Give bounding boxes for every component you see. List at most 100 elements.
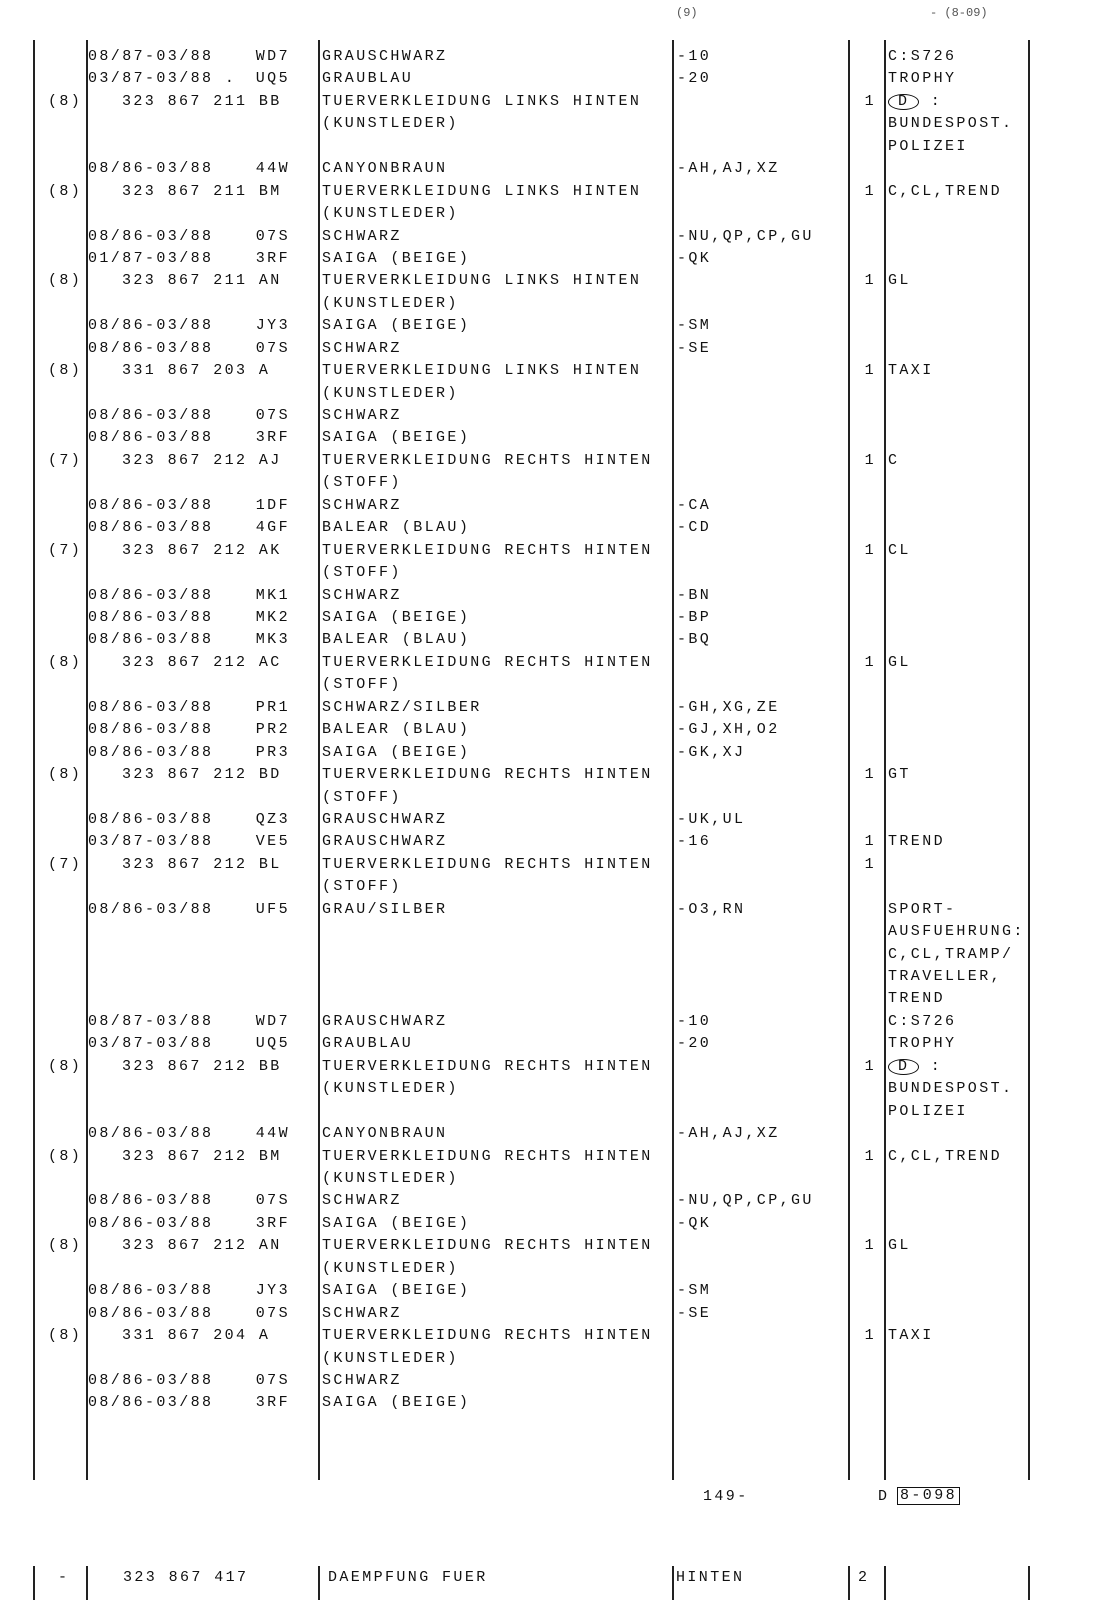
date-range: 03/87-03/88 . <box>88 70 237 88</box>
date-range: 08/86-03/88 <box>88 609 214 626</box>
color-code: 44W <box>255 1125 290 1143</box>
date-range: 08/86-03/88 <box>88 698 214 716</box>
description: (STOFF) <box>322 564 402 582</box>
model-note: C,CL,TREND <box>888 1147 1003 1165</box>
date-range: 08/86-03/88 <box>88 1214 214 1232</box>
remark: -AH,AJ,XZ <box>677 160 780 178</box>
color-code: QZ3 <box>255 810 290 828</box>
color-code: 3RF <box>255 1214 290 1232</box>
description: TUERVERKLEIDUNG RECHTS HINTEN <box>322 1327 653 1345</box>
date-range: 08/86-03/88 <box>88 631 214 649</box>
model-note: AUSFUEHRUNG: <box>888 923 1025 941</box>
remark: -20 <box>677 1035 712 1053</box>
description: BALEAR (BLAU) <box>322 721 471 739</box>
table-divider-remark <box>672 40 674 1480</box>
date-range: 08/86-03/88 <box>88 1394 214 1412</box>
color-code: MK2 <box>255 609 290 626</box>
color-code: PR2 <box>255 721 290 739</box>
color-code: JY3 <box>255 1282 290 1300</box>
date-range: 08/86-03/88 <box>88 1192 214 1210</box>
description: TUERVERKLEIDUNG RECHTS HINTEN <box>322 766 653 784</box>
model-note: TROPHY <box>888 70 957 88</box>
quantity: 1 <box>864 766 876 784</box>
remark: -20 <box>677 70 712 88</box>
color-code: 4GF <box>255 519 290 537</box>
description: SCHWARZ <box>322 407 402 425</box>
model-note: C,CL,TREND <box>888 182 1003 200</box>
model-note: GL <box>888 272 911 290</box>
remark: -BQ <box>677 631 712 649</box>
figure-ref: (8) <box>48 653 83 671</box>
date-range: 08/86-03/88 <box>88 586 214 604</box>
figure-ref: (8) <box>48 272 83 290</box>
quantity: 1 <box>864 855 876 873</box>
part-number: 323 867 212 BB <box>122 1057 282 1075</box>
description: SCHWARZ <box>322 1192 402 1210</box>
description: TUERVERKLEIDUNG RECHTS HINTEN <box>322 451 653 469</box>
model-note: GT <box>888 766 911 784</box>
model-note: TREND <box>888 990 946 1008</box>
next-divider-remark <box>672 1566 674 1600</box>
quantity: 1 <box>864 1327 876 1345</box>
description: (KUNSTLEDER) <box>322 1259 459 1277</box>
quantity: 1 <box>864 541 876 559</box>
date-range: 08/86-03/88 <box>88 1371 214 1389</box>
remark: -SE <box>677 339 712 357</box>
description: TUERVERKLEIDUNG RECHTS HINTEN <box>322 1057 653 1075</box>
description: SAIGA (BEIGE) <box>322 609 471 626</box>
date-range: 08/86-03/88 <box>88 429 214 447</box>
table-divider-ref <box>86 40 88 1480</box>
description: SCHWARZ <box>322 1304 402 1322</box>
remark: -O3,RN <box>677 900 746 918</box>
quantity: 1 <box>864 92 876 110</box>
quantity: 1 <box>864 1237 876 1255</box>
quantity: 1 <box>864 451 876 469</box>
table-border-right <box>1028 40 1030 1480</box>
figure-ref: (8) <box>48 362 83 380</box>
remark: -SM <box>677 1282 712 1300</box>
part-number: 323 867 212 AC <box>122 653 282 671</box>
remark: -10 <box>677 48 712 65</box>
part-number: 323 867 211 AN <box>122 272 282 290</box>
part-number: 323 867 212 AJ <box>122 451 282 469</box>
color-code: MK3 <box>255 631 290 649</box>
description: TUERVERKLEIDUNG RECHTS HINTEN <box>322 653 653 671</box>
description: (KUNSTLEDER) <box>322 1170 459 1187</box>
remark: -BP <box>677 609 712 626</box>
date-range: 08/86-03/88 <box>88 407 214 425</box>
description: BALEAR (BLAU) <box>322 631 471 649</box>
next-divider-qty <box>848 1566 850 1600</box>
country-d-symbol-icon: D <box>888 1058 920 1075</box>
description: GRAUSCHWARZ <box>322 1012 448 1030</box>
color-code: UQ5 <box>255 1035 290 1053</box>
description: SCHWARZ <box>322 227 402 245</box>
description: SAIGA (BEIGE) <box>322 249 471 267</box>
model-note: TAXI <box>888 1327 934 1345</box>
remark: -UK,UL <box>677 810 746 828</box>
model-note: D : <box>888 92 943 110</box>
model-note: POLIZEI <box>888 137 968 155</box>
description: CANYONBRAUN <box>322 160 448 178</box>
description: GRAUBLAU <box>322 1035 414 1053</box>
description: (STOFF) <box>322 474 402 492</box>
description: SCHWARZ/SILBER <box>322 698 482 716</box>
color-code: 3RF <box>255 1394 290 1412</box>
description: CANYONBRAUN <box>322 1125 448 1143</box>
country-d-symbol-icon: D <box>888 93 920 110</box>
next-divider-note <box>884 1566 886 1600</box>
model-note: TROPHY <box>888 1035 957 1053</box>
remark: -NU,QP,CP,GU <box>677 227 814 245</box>
description: TUERVERKLEIDUNG LINKS HINTEN <box>322 272 642 290</box>
model-note-text: : <box>919 92 943 110</box>
model-note: C:S726 <box>888 1012 957 1030</box>
description: TUERVERKLEIDUNG LINKS HINTEN <box>322 182 642 200</box>
date-range: 08/86-03/88 <box>88 227 214 245</box>
model-note: D : <box>888 1058 942 1075</box>
color-code: 44W <box>255 160 290 178</box>
color-code: WD7 <box>255 48 290 65</box>
description: SAIGA (BEIGE) <box>322 1214 471 1232</box>
remark: -16 <box>677 833 712 851</box>
remark: -SM <box>677 317 712 335</box>
color-code: 07S <box>255 227 290 245</box>
next-remark: HINTEN <box>676 1569 745 1586</box>
